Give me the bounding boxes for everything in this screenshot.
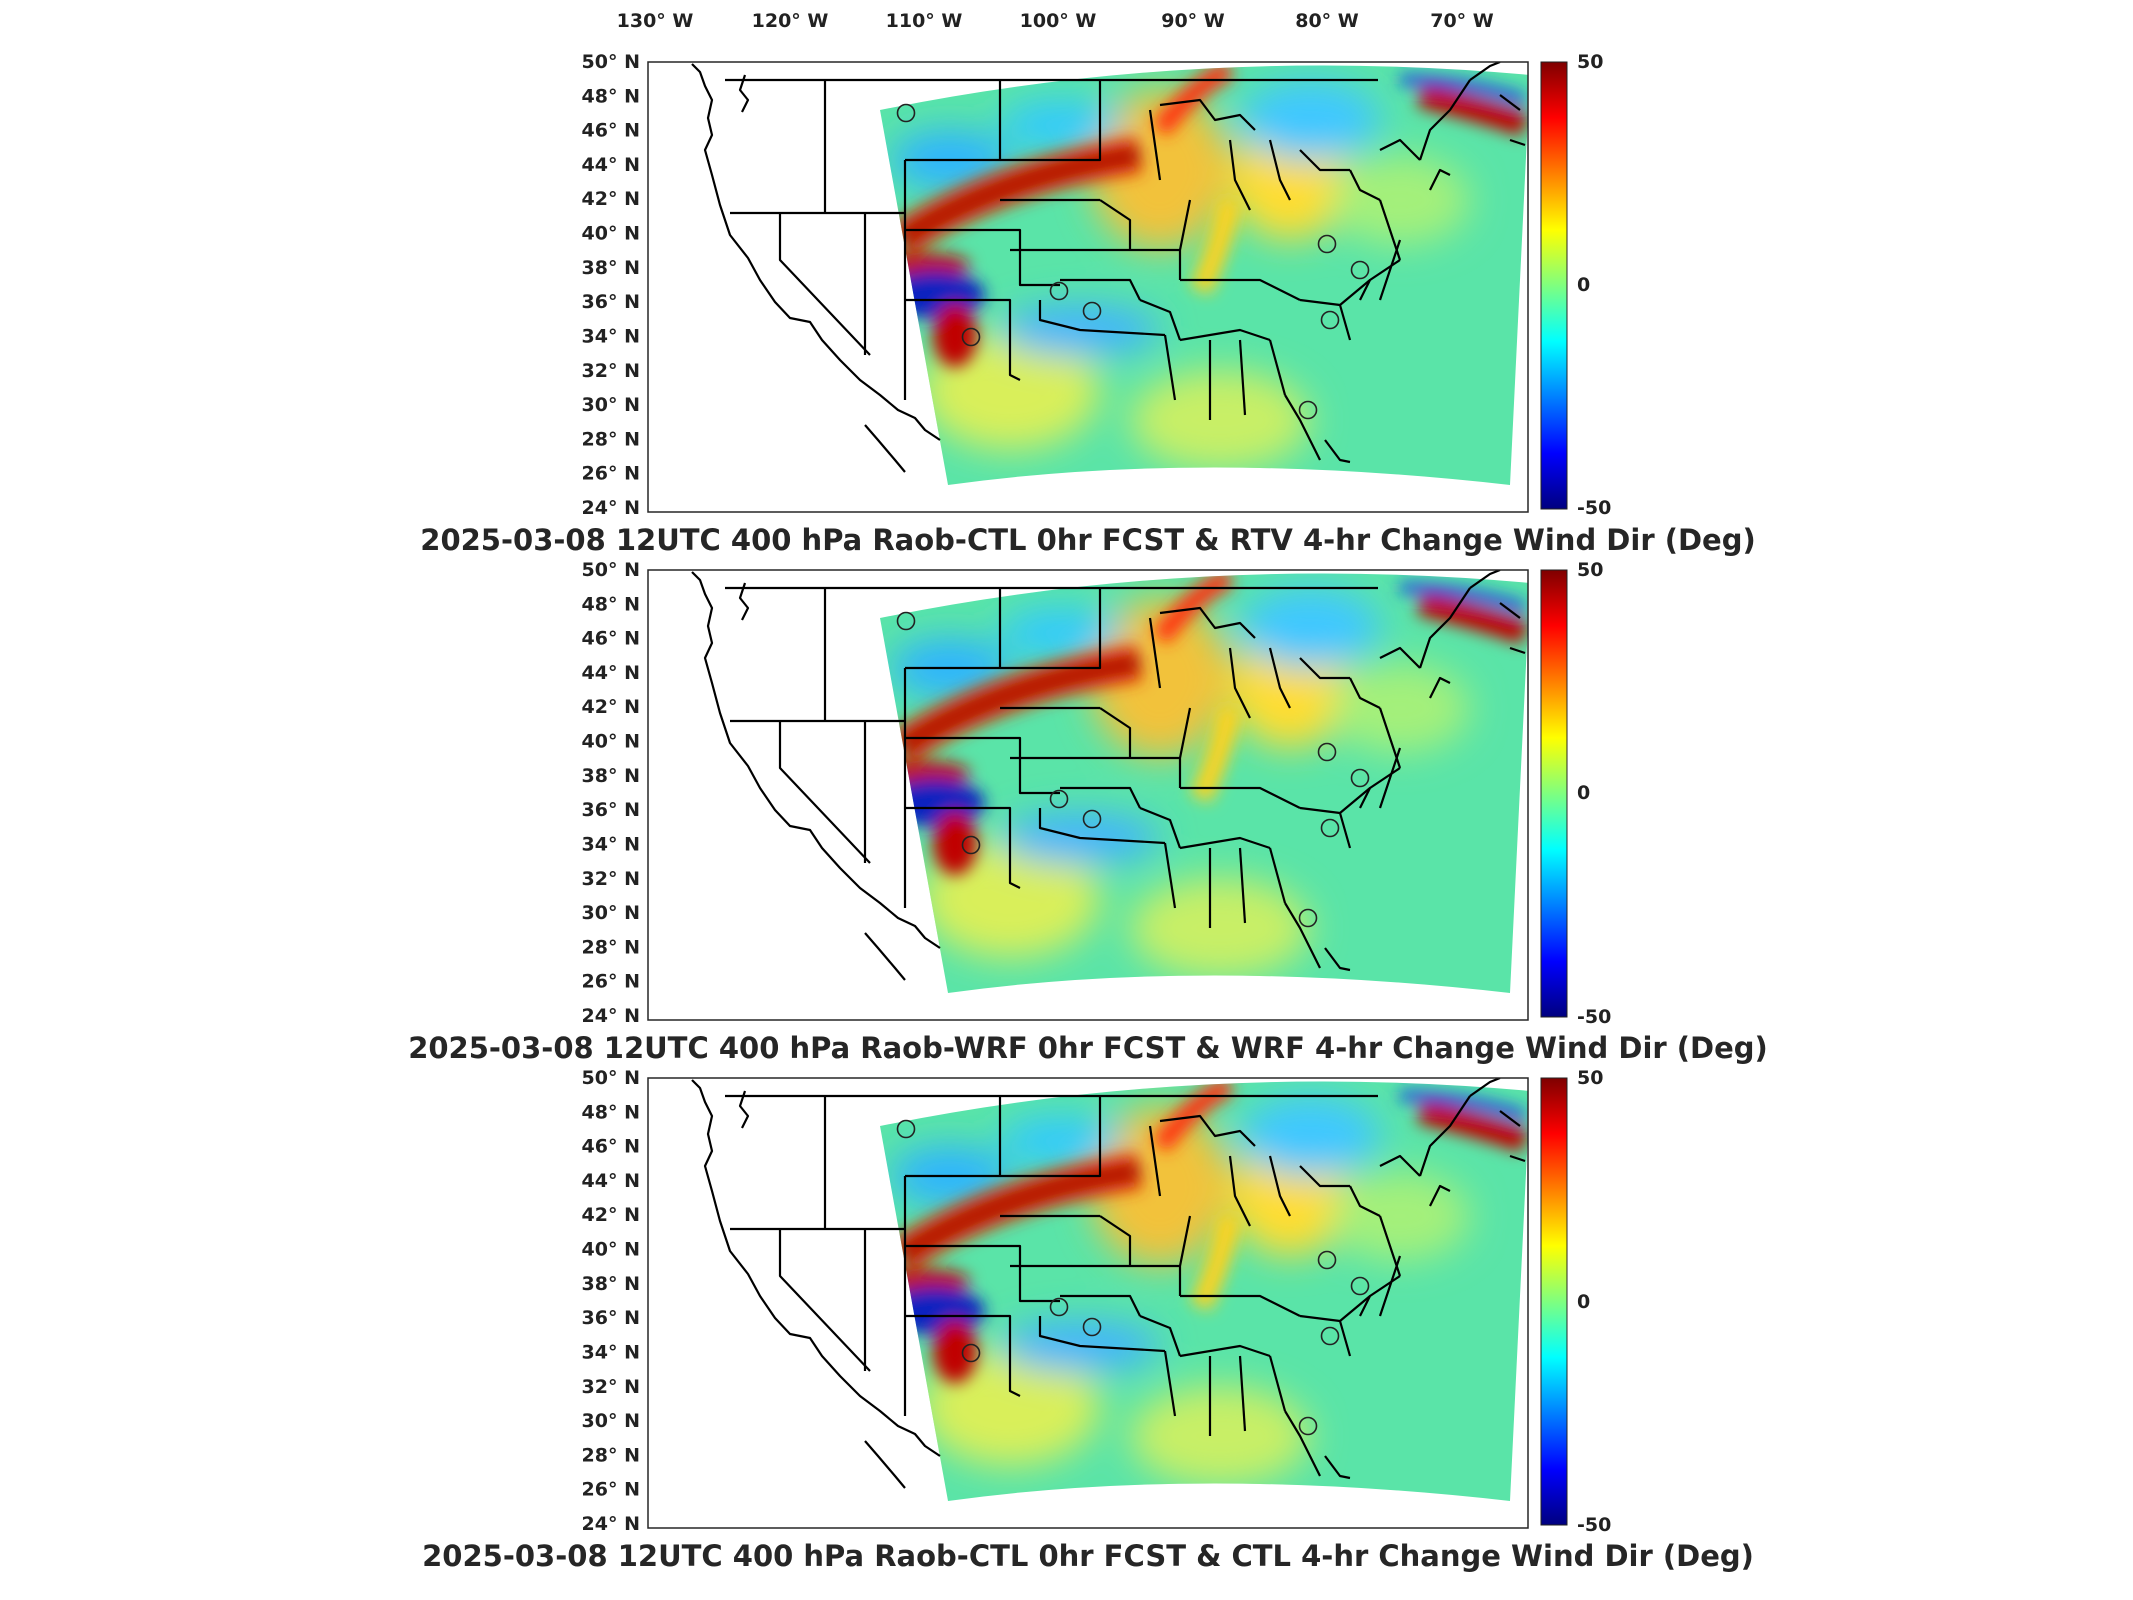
lat-label: 44° N — [582, 154, 640, 176]
colorbar: 50 0 -50 — [1540, 559, 1611, 1028]
lat-label: 26° N — [582, 463, 640, 485]
lat-label: 48° N — [582, 85, 640, 107]
colorbar: 50 0 -50 — [1540, 51, 1611, 519]
lat-label: 38° N — [582, 765, 640, 787]
lat-label: 46° N — [582, 120, 640, 142]
lon-label: 70° W — [1430, 10, 1494, 32]
lat-label: 50° N — [582, 559, 640, 581]
lat-label: 34° N — [582, 833, 640, 855]
lat-label: 48° N — [582, 1101, 640, 1123]
lat-label: 44° N — [582, 1170, 640, 1192]
panel-title: 2025-03-08 12UTC 400 hPa Raob-CTL 0hr FC… — [422, 1539, 1754, 1573]
lon-label: 80° W — [1295, 10, 1359, 32]
lat-label: 34° N — [582, 325, 640, 347]
latitude-axis-labels: 50° N 48° N 46° N 44° N 42° N 40° N 38° … — [582, 1067, 640, 1535]
colorbar-mid-label: 0 — [1577, 1291, 1590, 1313]
lon-label: 120° W — [752, 10, 829, 32]
lon-label: 130° W — [617, 10, 694, 32]
lat-label: 24° N — [582, 1005, 640, 1027]
lat-label: 30° N — [582, 394, 640, 416]
lat-label: 50° N — [582, 51, 640, 73]
lon-label: 90° W — [1161, 10, 1225, 32]
lat-label: 46° N — [582, 628, 640, 650]
colorbar-min-label: -50 — [1577, 497, 1611, 519]
lat-label: 26° N — [582, 971, 640, 993]
lat-label: 26° N — [582, 1479, 640, 1501]
lat-label: 36° N — [582, 291, 640, 313]
lat-label: 40° N — [582, 731, 640, 753]
panel-title: 2025-03-08 12UTC 400 hPa Raob-WRF 0hr FC… — [408, 1031, 1768, 1065]
lat-label: 24° N — [582, 497, 640, 519]
map-panel-1: 50° N 48° N 46° N 44° N 42° N 40° N 38° … — [420, 40, 1756, 557]
lat-label: 38° N — [582, 1273, 640, 1295]
lat-label: 38° N — [582, 257, 640, 279]
lat-label: 36° N — [582, 799, 640, 821]
lat-label: 28° N — [582, 936, 640, 958]
lat-label: 32° N — [582, 1376, 640, 1398]
colorbar-mid-label: 0 — [1577, 274, 1590, 296]
lat-label: 28° N — [582, 428, 640, 450]
map-panel-3: 50° N 48° N 46° N 44° N 42° N 40° N 38° … — [422, 1056, 1754, 1573]
lat-label: 28° N — [582, 1444, 640, 1466]
lat-label: 36° N — [582, 1307, 640, 1329]
lat-label: 42° N — [582, 188, 640, 210]
lat-label: 46° N — [582, 1136, 640, 1158]
latitude-axis-labels: 50° N 48° N 46° N 44° N 42° N 40° N 38° … — [582, 51, 640, 519]
lat-label: 24° N — [582, 1513, 640, 1535]
colorbar-max-label: 50 — [1577, 559, 1603, 581]
colorbar-max-label: 50 — [1577, 1067, 1603, 1089]
colorbar-max-label: 50 — [1577, 51, 1603, 73]
lon-label: 100° W — [1020, 10, 1097, 32]
lat-label: 48° N — [582, 593, 640, 615]
lat-label: 34° N — [582, 1341, 640, 1363]
colorbar-min-label: -50 — [1577, 1514, 1611, 1536]
lat-label: 32° N — [582, 360, 640, 382]
lat-label: 30° N — [582, 1410, 640, 1432]
panel-title: 2025-03-08 12UTC 400 hPa Raob-CTL 0hr FC… — [420, 523, 1755, 557]
colorbar: 50 0 -50 — [1540, 1067, 1611, 1536]
lat-label: 42° N — [582, 696, 640, 718]
lat-label: 44° N — [582, 662, 640, 684]
lat-label: 30° N — [582, 902, 640, 924]
lat-label: 50° N — [582, 1067, 640, 1089]
longitude-axis-labels: 130° W 120° W 110° W 100° W 90° W 80° W … — [617, 10, 1494, 32]
map-panel-2: 50° N 48° N 46° N 44° N 42° N 40° N 38° … — [408, 548, 1768, 1065]
lon-label: 110° W — [886, 10, 963, 32]
lat-label: 42° N — [582, 1204, 640, 1226]
lat-label: 40° N — [582, 1239, 640, 1261]
colorbar-mid-label: 0 — [1577, 782, 1590, 804]
lat-label: 32° N — [582, 868, 640, 890]
latitude-axis-labels: 50° N 48° N 46° N 44° N 42° N 40° N 38° … — [582, 559, 640, 1027]
colorbar-min-label: -50 — [1577, 1006, 1611, 1028]
lat-label: 40° N — [582, 223, 640, 245]
